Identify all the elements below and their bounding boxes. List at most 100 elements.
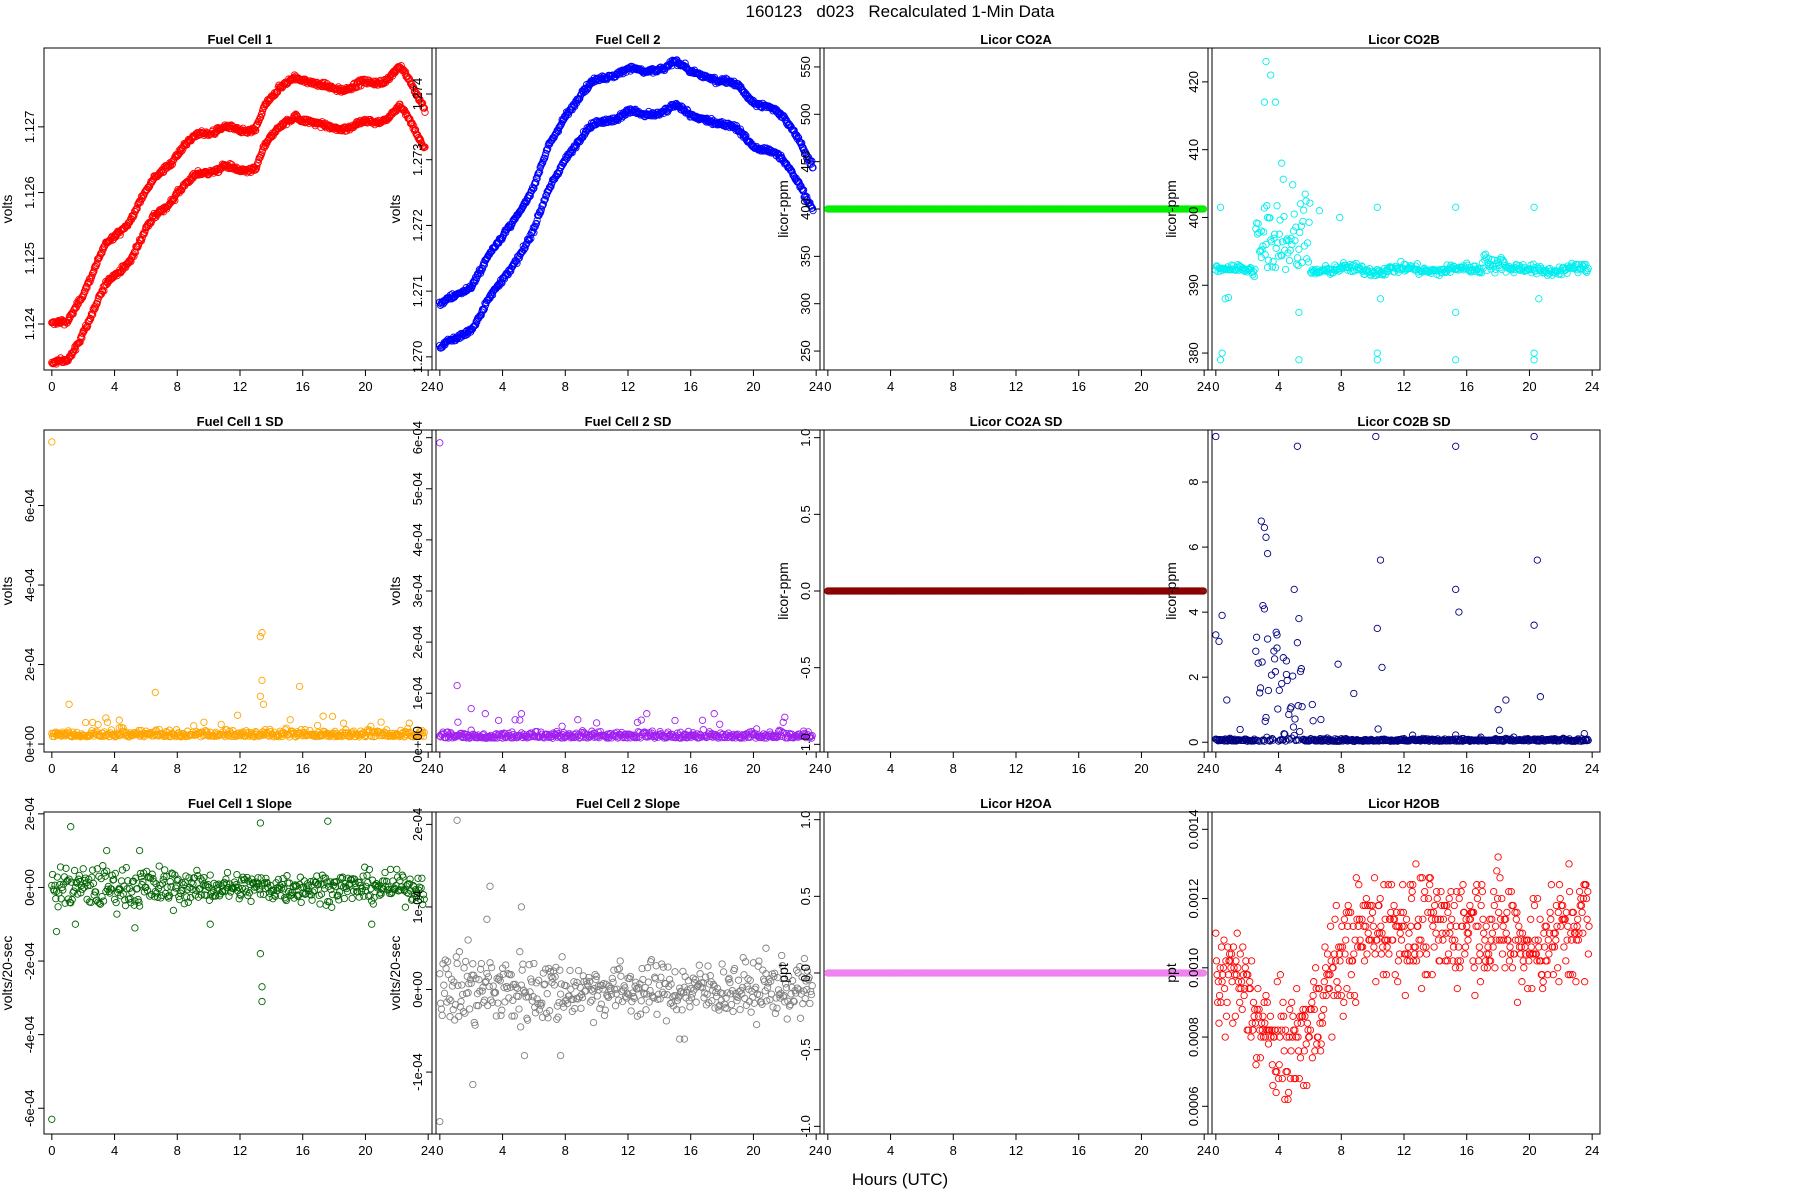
data-point — [481, 710, 489, 718]
plot-frame — [43, 429, 437, 753]
data-point — [1376, 295, 1385, 303]
y-tick-label: 1.124 — [22, 308, 37, 341]
data-point — [454, 718, 462, 726]
y-tick-label: 1.127 — [22, 111, 37, 144]
data-point — [1452, 203, 1460, 211]
data-point — [530, 223, 539, 231]
x-tick-label: 4 — [887, 379, 894, 394]
y-tick-label: 1.274 — [410, 78, 425, 111]
data-point — [1535, 295, 1543, 303]
y-tick-label: 450 — [798, 151, 813, 173]
data-point — [516, 250, 524, 258]
x-tick-label: 16 — [683, 761, 697, 776]
data-point — [521, 244, 529, 252]
data-point — [1296, 228, 1304, 237]
data-point — [544, 144, 552, 153]
x-tick-label: 4 — [499, 379, 506, 394]
data-point — [558, 722, 566, 730]
plot-frame — [43, 47, 437, 371]
y-tick-label: 1.126 — [22, 176, 37, 209]
data-point — [81, 287, 89, 295]
data-point — [518, 247, 527, 256]
panel-title: Fuel Cell 2 — [595, 32, 660, 47]
data-point — [171, 196, 179, 205]
data-point — [48, 438, 56, 446]
y-tick-label: 5e-04 — [410, 472, 425, 505]
y-tick-label: 550 — [798, 56, 813, 78]
data-point — [592, 719, 601, 727]
data-point — [608, 72, 616, 80]
y-tick-label: 250 — [798, 340, 813, 362]
data-point — [97, 250, 106, 258]
x-tick-label: 12 — [1009, 379, 1023, 394]
y-tick-label: 1.0 — [798, 429, 813, 447]
data-point — [295, 682, 304, 691]
x-tick-label: 12 — [621, 761, 635, 776]
x-tick-label: 20 — [358, 761, 372, 776]
y-tick-label: 400 — [1186, 207, 1201, 229]
data-point — [399, 65, 407, 74]
data-point — [698, 716, 707, 724]
data-point — [537, 205, 546, 213]
data-point — [716, 720, 724, 728]
data-point — [478, 265, 487, 273]
data-point — [135, 197, 144, 205]
data-point — [1373, 349, 1381, 357]
data-point — [535, 169, 543, 177]
data-point — [1373, 356, 1381, 364]
panel-title: Fuel Cell 1 — [207, 32, 272, 47]
data-point — [532, 220, 540, 228]
data-point — [168, 160, 176, 169]
data-point — [527, 229, 536, 237]
data-point — [1452, 308, 1460, 317]
data-point — [1271, 98, 1280, 106]
x-tick-label: 16 — [295, 379, 309, 394]
x-tick-label: 24 — [421, 379, 435, 394]
data-point — [133, 205, 141, 213]
y-tick-label: -0.5 — [798, 656, 813, 678]
x-tick-label: 12 — [233, 379, 247, 394]
data-point — [546, 183, 554, 192]
data-point — [483, 297, 492, 305]
data-point — [1275, 230, 1283, 238]
data-point — [1530, 203, 1538, 211]
data-point — [130, 252, 138, 260]
data-point — [337, 88, 346, 96]
series-points — [1212, 57, 1592, 364]
data-point — [88, 310, 96, 318]
data-point — [260, 143, 269, 152]
data-point — [1373, 203, 1381, 211]
data-point — [416, 98, 425, 106]
y-tick-label: 3e-04 — [410, 574, 425, 607]
data-point — [328, 712, 337, 721]
data-point — [86, 314, 94, 322]
x-tick-label: 24 — [1197, 761, 1211, 776]
data-point — [1264, 256, 1273, 264]
data-point — [100, 287, 108, 295]
data-point — [397, 61, 405, 70]
data-point — [184, 177, 192, 185]
x-tick-label: 12 — [621, 379, 635, 394]
data-point — [1452, 356, 1460, 364]
data-point — [103, 718, 112, 726]
y-tick-label: 6e-04 — [410, 421, 425, 454]
data-point — [137, 236, 145, 244]
x-tick-label: 12 — [1009, 761, 1023, 776]
data-point — [93, 259, 101, 268]
data-point — [421, 108, 429, 116]
y-tick-label: 1.271 — [410, 275, 425, 308]
data-point — [469, 323, 477, 331]
data-point — [1279, 175, 1287, 183]
data-point — [94, 720, 102, 729]
y-tick-label: 4e-04 — [410, 523, 425, 556]
y-tick-label: 0.5 — [798, 505, 813, 523]
data-point — [421, 143, 429, 151]
data-point — [115, 716, 123, 724]
data-point — [671, 716, 679, 725]
data-point — [554, 169, 562, 177]
data-point — [529, 227, 537, 235]
data-point — [377, 718, 385, 726]
data-point — [65, 700, 73, 708]
